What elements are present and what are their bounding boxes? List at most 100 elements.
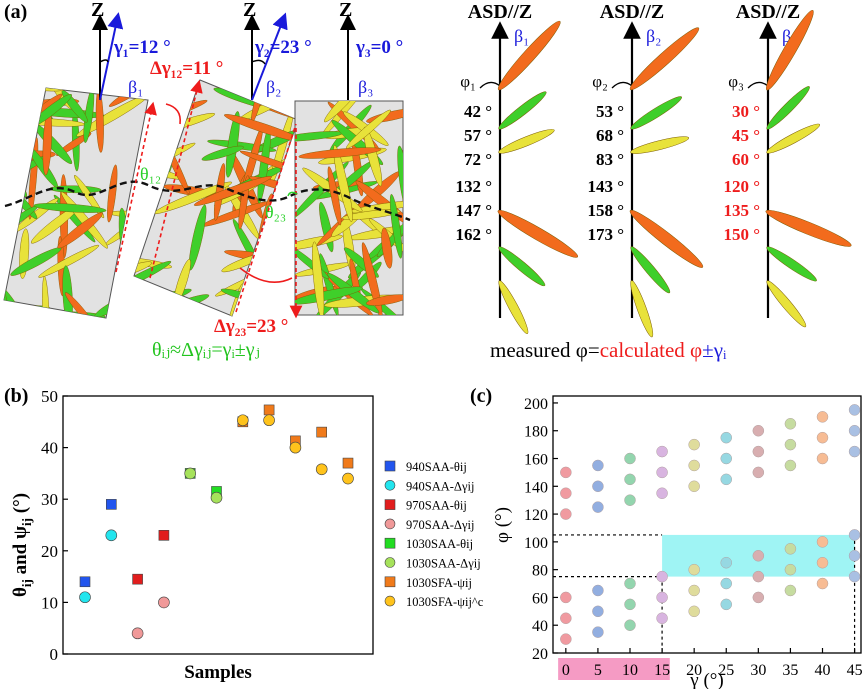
c-ytick-label: 100 xyxy=(524,535,548,552)
needle-lath xyxy=(298,147,382,159)
asd-needle xyxy=(630,280,654,338)
asd-needle xyxy=(497,20,561,91)
grain-block-1 xyxy=(3,87,149,319)
b-point-circle xyxy=(184,467,196,480)
c-point xyxy=(656,487,668,499)
asd-angle-label: 162 ° xyxy=(455,225,492,244)
asd-needle xyxy=(766,86,810,130)
asd-angle-label: 57 ° xyxy=(464,126,492,145)
needle-lath xyxy=(397,145,403,213)
legend-label: 1030SFA-ψij xyxy=(406,576,472,590)
legend-label: 1030SAA-θij xyxy=(406,537,473,551)
c-point xyxy=(560,591,572,604)
c-point xyxy=(816,452,829,465)
needle-lath xyxy=(57,212,103,249)
c-ytick-label: 40 xyxy=(532,618,548,635)
c-point xyxy=(560,466,572,479)
needle-lath xyxy=(363,126,383,187)
legend-marker xyxy=(384,576,396,588)
b-point-square xyxy=(263,404,275,416)
asd-phi-label: φ₁ xyxy=(460,72,476,91)
asd-needle xyxy=(630,136,690,154)
b-point-circle xyxy=(315,463,328,476)
asd-needle xyxy=(766,123,820,154)
b-point-square xyxy=(342,457,354,469)
legend-label: 970SAA-Δγij xyxy=(406,518,474,532)
asd-angle-label: 53 ° xyxy=(596,102,624,121)
panel-c-label: (c) xyxy=(470,385,492,407)
c-point xyxy=(624,473,636,486)
c-ytick-label: 20 xyxy=(532,646,548,663)
phi-arc xyxy=(479,81,501,89)
delta-gamma-23-label: Δγ₂₃=23 ° xyxy=(214,316,288,337)
c-point xyxy=(848,424,861,437)
c-point xyxy=(656,570,668,583)
c-point xyxy=(848,445,861,458)
c-point xyxy=(720,431,732,444)
c-point xyxy=(624,494,636,506)
c-point xyxy=(688,438,700,451)
needle-lath xyxy=(107,164,118,223)
c-point xyxy=(816,556,829,569)
legend-label: 940SAA-θij xyxy=(406,460,467,474)
asd-angle-label: 83 ° xyxy=(596,150,624,169)
asd-needle xyxy=(630,96,682,130)
needle-lath xyxy=(324,101,364,123)
needle-lath xyxy=(38,244,100,278)
gamma1-label: γ₁=12 ° xyxy=(113,37,171,58)
needle-lath xyxy=(295,286,364,305)
asd-angle-label: 147 ° xyxy=(455,201,492,220)
c-point xyxy=(656,591,668,604)
c-point xyxy=(624,452,636,465)
c-point xyxy=(720,556,732,569)
asd-phi-label: φ₃ xyxy=(728,72,744,91)
c-point xyxy=(720,452,732,465)
b-ytick-label: 30 xyxy=(41,490,58,509)
needle-lath xyxy=(64,292,96,318)
c-point xyxy=(720,577,732,590)
needle-lath xyxy=(149,114,171,152)
phi-arc xyxy=(747,81,769,89)
c-point xyxy=(688,584,700,597)
asd-title: ASD//Z xyxy=(600,1,664,23)
needle-lath xyxy=(4,164,28,198)
needle-lath xyxy=(134,260,172,291)
legend-label: 940SAA-Δγij xyxy=(406,479,474,493)
svg-text:Z: Z xyxy=(243,0,256,21)
needle-lath xyxy=(224,114,298,142)
c-point xyxy=(688,563,700,576)
theta12-label: θ₁₂ xyxy=(140,164,161,184)
needle-lath xyxy=(346,109,391,149)
asd-angle-label: 45 ° xyxy=(732,126,760,145)
b-point-circle xyxy=(105,529,118,542)
phi-arc xyxy=(611,81,633,89)
c-xtick-label: 5 xyxy=(594,662,602,679)
asd-needle xyxy=(766,280,807,328)
panel-c: (c) 20 40 60 80 100 120 140 160 180 200 0 5 10 15 20 25… xyxy=(470,385,863,689)
asd-needle xyxy=(498,129,555,154)
c-point xyxy=(784,543,797,555)
needle-lath xyxy=(389,194,403,259)
panel-b-ylabel: θij and ψij (°) xyxy=(10,493,34,597)
asd-angle-label: 42 ° xyxy=(464,102,492,121)
asd-angle-label: 132 ° xyxy=(455,177,492,196)
needle-lath xyxy=(134,261,152,278)
asd-angle-label: 150 ° xyxy=(723,225,760,244)
c-xtick-label: 20 xyxy=(686,662,702,679)
b-point-circle xyxy=(79,591,91,604)
c-point xyxy=(656,445,668,458)
c-point xyxy=(688,605,700,618)
c-point xyxy=(752,445,765,458)
asd-angle-label: 68 ° xyxy=(596,126,624,145)
b-point-circle xyxy=(289,441,302,454)
asd-needle xyxy=(630,246,671,294)
c-point xyxy=(624,619,636,631)
c-ytick-label: 140 xyxy=(524,479,548,496)
beta2-label: β₂ xyxy=(266,77,281,97)
asd-angle-label: 60 ° xyxy=(732,150,760,169)
c-ytick-label: 80 xyxy=(532,563,548,580)
b-point-circle xyxy=(210,491,223,504)
c-point xyxy=(560,633,572,645)
c-point xyxy=(624,598,636,611)
